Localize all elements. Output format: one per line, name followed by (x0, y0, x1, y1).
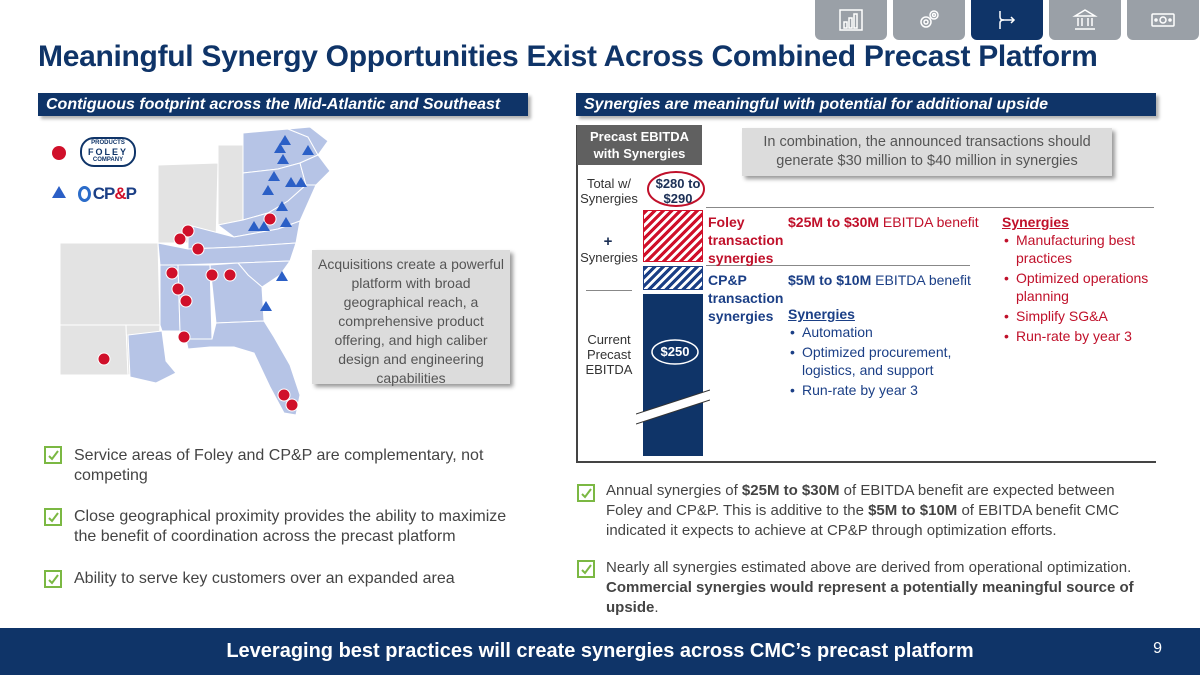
foley-synergies-label: Foley transaction synergies (708, 214, 784, 266)
plus-sign: + (603, 233, 613, 250)
list-item: Run-rate by year 3 (1002, 327, 1152, 345)
foley-logo: PRODUCTS FOLEY COMPANY (80, 137, 136, 167)
nav-tab-operations[interactable] (893, 0, 965, 40)
current-ebitda-label: Current Precast EBITDA (585, 332, 633, 377)
right-bullet-2: Nearly all synergies estimated above are… (606, 559, 1134, 616)
foley-synergy-bar (643, 210, 703, 262)
axis-break-icon (636, 389, 710, 425)
synergies-callout: In combination, the announced transactio… (742, 128, 1112, 176)
foley-locations (97, 212, 299, 412)
nav-tab-capital[interactable] (1127, 0, 1199, 40)
cpp-benefit: $5M to $10M EBITDA benefit (788, 272, 971, 288)
checkbox-icon (44, 446, 62, 464)
footer-banner: Leveraging best practices will create sy… (0, 628, 1200, 675)
list-item: Manufacturing best practices (1002, 231, 1152, 267)
money-bill-icon (1151, 13, 1175, 27)
left-bullet-3: Ability to serve key customers over an e… (74, 570, 455, 587)
current-ebitda-bar (643, 294, 703, 456)
chart-header: Precast EBITDA with Synergies (577, 125, 702, 165)
left-bullet-1: Service areas of Foley and CP&P are comp… (74, 447, 484, 484)
footprint-map (52, 126, 331, 416)
page-title: Meaningful Synergy Opportunities Exist A… (38, 40, 1098, 73)
nav-tab-balance-sheet[interactable] (1049, 0, 1121, 40)
current-value: $250 (660, 344, 690, 359)
cpp-logo: CP&P (78, 183, 137, 205)
right-bullet-1: Annual synergies of $25M to $30M of EBIT… (606, 482, 1120, 539)
left-section-header: Contiguous footprint across the Mid-Atla… (38, 93, 528, 116)
current-value-oval (651, 339, 699, 365)
cpp-synergy-bar (643, 266, 703, 290)
total-value: $280 to $290 (655, 176, 701, 206)
foley-benefit: $25M to $30M EBITDA benefit (788, 214, 979, 230)
checkbox-icon (577, 560, 595, 578)
foley-synergy-list: Synergies Manufacturing best practices O… (1002, 213, 1152, 347)
gears-icon (920, 10, 939, 28)
list-item: Optimized operations planning (1002, 269, 1152, 305)
list-item: Simplify SG&A (1002, 307, 1152, 325)
bank-building-icon (1072, 9, 1098, 30)
merge-arrow-icon (999, 11, 1016, 29)
cpp-locations (248, 135, 314, 311)
cpp-synergy-list: Synergies Automation Optimized procureme… (788, 305, 988, 401)
total-value-oval (647, 171, 705, 207)
nav-tab-financials[interactable] (815, 0, 887, 40)
bar-chart-icon (839, 9, 863, 31)
section-nav (815, 0, 1199, 40)
checkbox-icon (577, 484, 595, 502)
checkbox-icon (44, 570, 62, 588)
synergy-chart-frame (576, 125, 1156, 463)
total-label: Total w/ Synergies (580, 176, 638, 206)
left-bullet-2: Close geographical proximity provides th… (74, 508, 507, 545)
right-section-header: Synergies are meaningful with potential … (576, 93, 1156, 116)
list-item: Optimized procurement, logistics, and su… (788, 343, 988, 379)
page-number: 9 (1153, 640, 1162, 657)
acquisitions-callout: Acquisitions create a powerful platform … (312, 250, 510, 386)
cpp-synergies-label: CP&P transaction synergies (708, 272, 784, 324)
cpp-legend-marker (52, 186, 66, 198)
nav-tab-transaction[interactable] (971, 0, 1043, 40)
list-item: Run-rate by year 3 (788, 381, 988, 399)
checkbox-icon (44, 508, 62, 526)
foley-legend-marker (52, 146, 66, 160)
synergies-label: Synergies (580, 250, 638, 265)
list-item: Automation (788, 323, 988, 341)
cpp-logo-ring-icon (78, 186, 91, 202)
